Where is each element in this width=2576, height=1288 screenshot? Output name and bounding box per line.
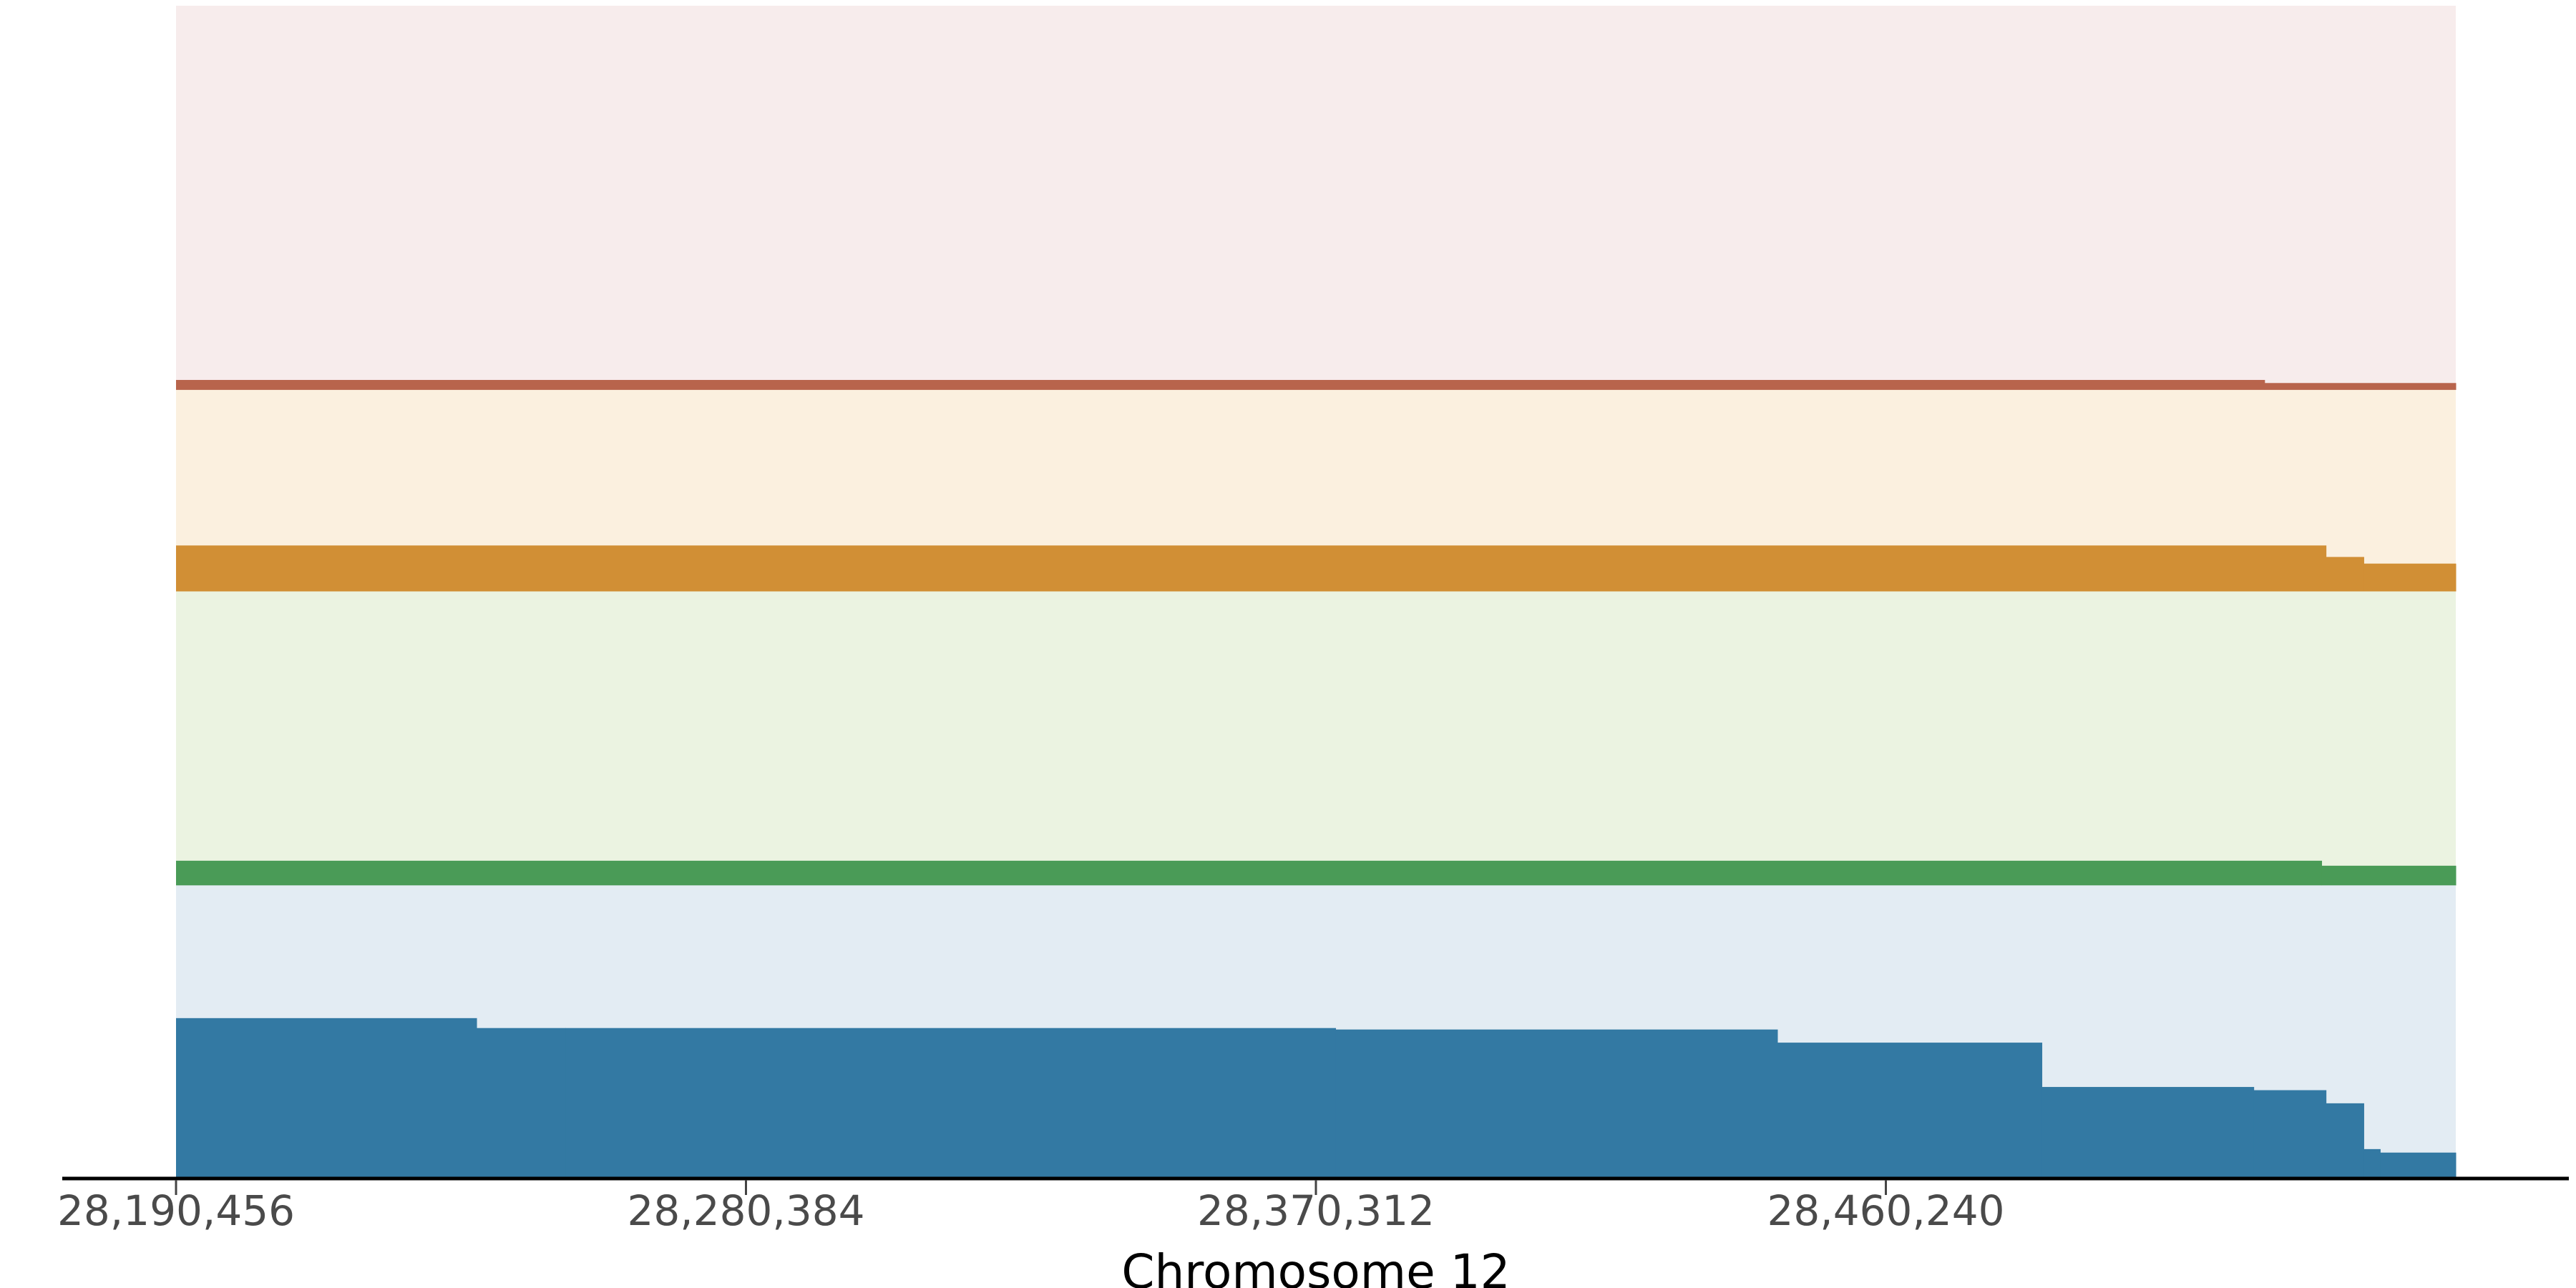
x-tick-label: 28,460,240 [1767, 1186, 2004, 1235]
band-2-segment-1 [2321, 865, 2457, 886]
band-3-segment-7 [2326, 1103, 2364, 1177]
x-tick-label: 28,190,456 [57, 1186, 295, 1235]
x-tick-label: 28,370,312 [1197, 1186, 1435, 1235]
plot-area [176, 6, 2457, 1177]
band-1-segment-0 [176, 545, 2327, 592]
x-tick-label: 28,280,384 [627, 1186, 864, 1235]
band-0-segment-0 [176, 379, 2265, 390]
band-2-background [176, 591, 2456, 886]
band-3-segment-8 [2363, 1148, 2381, 1177]
band-0-background [176, 6, 2456, 390]
band-3-segment-6 [2253, 1090, 2327, 1177]
band-3-segment-9 [2380, 1152, 2457, 1177]
x-axis-ticks: 28,190,456 28,280,384 28,370,312 28,460,240 [57, 1180, 2005, 1235]
x-axis-title: Chromosome 12 [1121, 1244, 1510, 1288]
band-3-segment-0 [176, 1018, 477, 1177]
band-2-segment-0 [176, 860, 2323, 886]
band-3-segment-1 [477, 1028, 566, 1177]
band-3-segment-5 [2041, 1087, 2255, 1177]
band-3-segment-4 [1777, 1043, 2043, 1177]
band-0-segment-1 [2264, 383, 2457, 390]
band-1-segment-1 [2326, 557, 2364, 592]
band-3-segment-2 [565, 1028, 1337, 1177]
band-3-segment-3 [1335, 1029, 1778, 1177]
band-1-segment-2 [2363, 563, 2457, 592]
